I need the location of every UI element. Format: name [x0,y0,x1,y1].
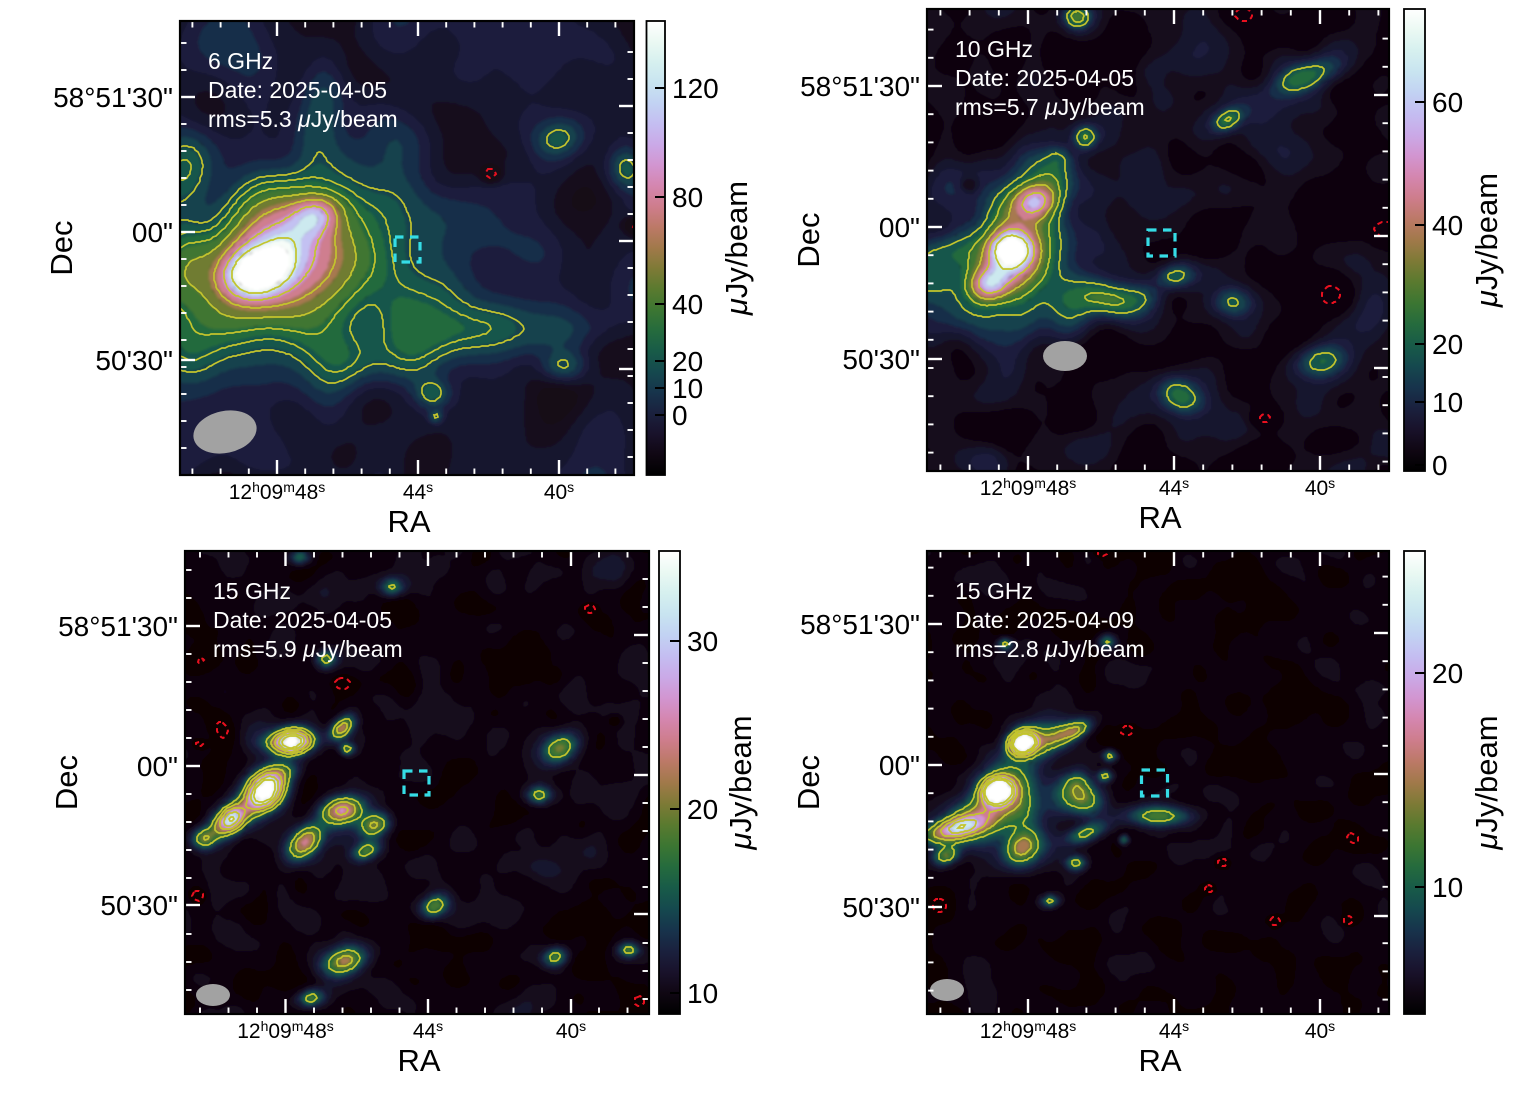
svg-text:58°51'30": 58°51'30" [800,609,920,640]
svg-text:μJy/beam: μJy/beam [723,715,758,850]
svg-text:6 GHz: 6 GHz [208,48,273,74]
svg-text:RA: RA [387,504,430,539]
svg-text:40s: 40s [1305,475,1335,500]
svg-text:00": 00" [879,212,920,243]
svg-text:40: 40 [1432,210,1463,241]
svg-text:μJy/beam: μJy/beam [719,181,754,316]
svg-text:20: 20 [672,346,703,377]
svg-text:12h09m48s: 12h09m48s [229,479,326,504]
svg-text:12h09m48s: 12h09m48s [980,1018,1077,1043]
svg-text:50'30": 50'30" [842,344,920,375]
svg-text:44s: 44s [403,479,433,504]
svg-text:RA: RA [397,1043,440,1078]
svg-text:Date: 2025-04-09: Date: 2025-04-09 [955,607,1134,633]
svg-text:10 GHz: 10 GHz [955,36,1033,62]
svg-text:60: 60 [1432,87,1463,118]
svg-text:50'30": 50'30" [95,345,173,376]
svg-text:μJy/beam: μJy/beam [1469,173,1504,308]
svg-text:0: 0 [672,400,688,431]
svg-text:40s: 40s [556,1018,586,1043]
svg-text:58°51'30": 58°51'30" [53,82,173,113]
svg-text:00": 00" [132,217,173,248]
svg-text:44s: 44s [1159,1018,1189,1043]
svg-text:20: 20 [1432,658,1463,689]
svg-text:10: 10 [1432,387,1463,418]
svg-text:00": 00" [879,750,920,781]
svg-text:40s: 40s [1305,1018,1335,1043]
svg-text:50'30": 50'30" [100,890,178,921]
svg-text:12h09m48s: 12h09m48s [980,475,1077,500]
svg-text:RA: RA [1138,1043,1181,1078]
svg-text:10: 10 [1432,872,1463,903]
svg-text:80: 80 [672,182,703,213]
svg-text:12h09m48s: 12h09m48s [237,1018,334,1043]
svg-text:0: 0 [1432,450,1448,481]
svg-text:10: 10 [672,373,703,404]
svg-text:44s: 44s [413,1018,443,1043]
svg-text:Dec: Dec [44,220,79,275]
svg-text:00": 00" [137,751,178,782]
svg-text:10: 10 [687,978,718,1009]
svg-text:rms=5.9 μJy/beam: rms=5.9 μJy/beam [213,636,403,662]
svg-text:μJy/beam: μJy/beam [1469,715,1504,850]
svg-text:Date: 2025-04-05: Date: 2025-04-05 [955,65,1134,91]
svg-text:Date: 2025-04-05: Date: 2025-04-05 [208,77,387,103]
svg-text:rms=5.3 μJy/beam: rms=5.3 μJy/beam [208,106,398,132]
svg-text:30: 30 [687,626,718,657]
svg-text:20: 20 [687,794,718,825]
svg-text:50'30": 50'30" [842,892,920,923]
svg-text:15 GHz: 15 GHz [955,578,1033,604]
svg-text:120: 120 [672,73,719,104]
svg-text:Date: 2025-04-05: Date: 2025-04-05 [213,607,392,633]
svg-text:44s: 44s [1159,475,1189,500]
svg-text:20: 20 [1432,329,1463,360]
svg-text:Dec: Dec [791,212,826,267]
svg-text:Dec: Dec [791,755,826,810]
svg-text:40s: 40s [544,479,574,504]
svg-text:rms=5.7 μJy/beam: rms=5.7 μJy/beam [955,94,1145,120]
svg-text:15 GHz: 15 GHz [213,578,291,604]
svg-text:58°51'30": 58°51'30" [58,611,178,642]
svg-text:rms=2.8 μJy/beam: rms=2.8 μJy/beam [955,636,1145,662]
svg-text:40: 40 [672,289,703,320]
svg-text:Dec: Dec [49,755,84,810]
svg-text:58°51'30": 58°51'30" [800,71,920,102]
svg-text:RA: RA [1138,500,1181,535]
